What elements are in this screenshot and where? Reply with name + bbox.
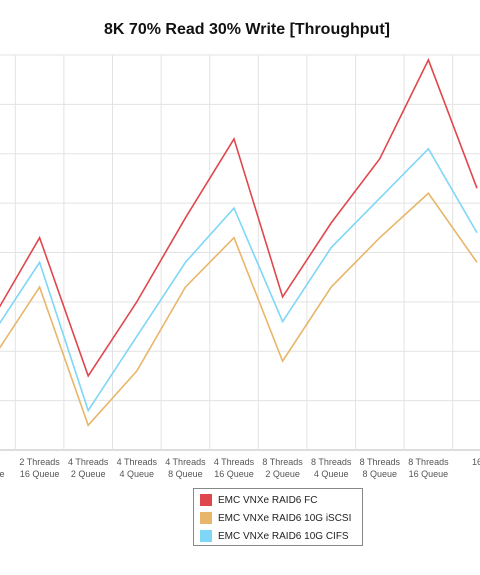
x-tick-label: 8 Queue bbox=[168, 469, 203, 479]
x-tick-label: Queue bbox=[0, 469, 5, 479]
legend-swatch-iscsi bbox=[200, 512, 212, 524]
series-line-1 bbox=[0, 192, 478, 427]
x-tick-label: 8 Threads bbox=[311, 457, 352, 467]
x-tick-label: 8 Threads bbox=[360, 457, 401, 467]
series-line-2 bbox=[0, 147, 478, 413]
x-tick-label: 16 Queue bbox=[409, 469, 449, 479]
x-tick-label: 16 Queue bbox=[214, 469, 254, 479]
legend-item-cifs: EMC VNXe RAID6 10G CIFS bbox=[200, 527, 356, 545]
x-tick-label: 2 Queue bbox=[71, 469, 106, 479]
x-tick-label: 8 Queue bbox=[363, 469, 398, 479]
x-tick-label: 4 Threads bbox=[68, 457, 109, 467]
x-tick-label: 4 Queue bbox=[120, 469, 155, 479]
x-tick-label: 4 Threads bbox=[165, 457, 206, 467]
x-tick-label: 4 Threads bbox=[117, 457, 158, 467]
x-tick-label: 2 Threads bbox=[19, 457, 60, 467]
grid bbox=[0, 54, 480, 451]
x-tick-label: 4 Threads bbox=[214, 457, 255, 467]
legend-label-cifs: EMC VNXe RAID6 10G CIFS bbox=[218, 530, 349, 542]
legend: EMC VNXe RAID6 FC EMC VNXe RAID6 10G iSC… bbox=[193, 488, 363, 546]
x-tick-label: 16 bbox=[472, 457, 480, 467]
legend-swatch-fc bbox=[200, 494, 212, 506]
x-tick-label: 8 Threads bbox=[262, 457, 303, 467]
x-tick-label: 4 Queue bbox=[314, 469, 349, 479]
legend-item-iscsi: EMC VNXe RAID6 10G iSCSI bbox=[200, 509, 356, 527]
x-tick-labels: Queue 2 Threads 16 Queue 4 Threads 2 Queue 4 … bbox=[0, 457, 480, 479]
x-tick-label: 8 Threads bbox=[408, 457, 449, 467]
legend-item-fc: EMC VNXe RAID6 FC bbox=[200, 491, 356, 509]
series-lines bbox=[0, 57, 478, 427]
legend-label-fc: EMC VNXe RAID6 FC bbox=[218, 494, 318, 506]
legend-swatch-cifs bbox=[200, 530, 212, 542]
x-tick-label: 2 Queue bbox=[265, 469, 300, 479]
chart-title: 8K 70% Read 30% Write [Throughput] bbox=[104, 21, 390, 38]
series-line-0 bbox=[0, 57, 478, 378]
x-tick-label: 16 Queue bbox=[20, 469, 60, 479]
legend-label-iscsi: EMC VNXe RAID6 10G iSCSI bbox=[218, 512, 352, 524]
